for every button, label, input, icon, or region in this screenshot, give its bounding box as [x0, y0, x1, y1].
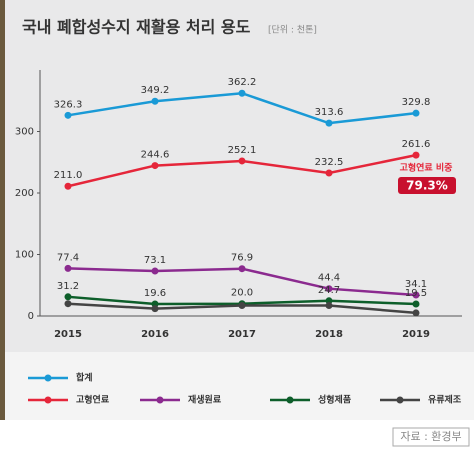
data-label: 24.7 [318, 285, 340, 296]
legend-label: 고형연료 [76, 394, 110, 406]
data-label: 76.9 [231, 253, 253, 264]
data-label: 77.4 [57, 252, 79, 263]
data-label: 20.0 [231, 288, 253, 299]
data-point [413, 152, 420, 159]
y-tick-label: 0 [28, 311, 34, 322]
data-label: 329.8 [402, 97, 431, 108]
x-tick-label: 2016 [141, 329, 169, 340]
legend-panel [5, 352, 474, 420]
data-label: 19.5 [405, 288, 427, 299]
data-label: 19.6 [144, 288, 166, 299]
x-tick-label: 2017 [228, 329, 256, 340]
data-label: 261.6 [402, 139, 431, 150]
data-point [152, 268, 159, 275]
data-point [326, 120, 333, 127]
chart-subtitle: [단위 : 천톤] [268, 25, 317, 36]
data-point [413, 301, 420, 308]
data-point [413, 309, 420, 316]
data-label: 73.1 [144, 255, 166, 266]
data-point [326, 302, 333, 309]
data-label: 211.0 [54, 170, 83, 181]
data-point [413, 110, 420, 117]
data-point [65, 300, 72, 307]
data-label: 349.2 [141, 85, 170, 96]
data-label: 232.5 [315, 157, 344, 168]
data-point [65, 112, 72, 119]
page: 국내 폐합성수지 재활용 처리 용도 [단위 : 천톤] 자료 : 환경부 고형… [0, 0, 474, 454]
x-tick-label: 2015 [54, 329, 82, 340]
edge-strip [0, 0, 5, 420]
data-point [326, 170, 333, 177]
data-point [65, 265, 72, 272]
y-tick-label: 200 [15, 188, 34, 199]
chart-title: 국내 폐합성수지 재활용 처리 용도 [22, 18, 251, 37]
data-point [65, 183, 72, 190]
data-label: 252.1 [228, 145, 257, 156]
x-tick-label: 2019 [402, 329, 430, 340]
data-label: 362.2 [228, 77, 257, 88]
data-point [239, 90, 246, 97]
data-label: 326.3 [54, 99, 83, 110]
legend-marker [45, 397, 52, 404]
legend-label: 재생원료 [188, 394, 222, 406]
legend-label: 유류제조 [428, 394, 462, 406]
legend-label: 성형제품 [318, 394, 351, 406]
annotation: 고형연료 비중 [400, 162, 453, 174]
legend-label: 합계 [76, 372, 93, 384]
legend-marker [45, 375, 52, 382]
x-tick-label: 2018 [315, 329, 343, 340]
data-label: 44.4 [318, 273, 340, 284]
source: 자료 : 환경부 [400, 430, 461, 443]
data-label: 244.6 [141, 150, 170, 161]
y-tick-label: 300 [15, 127, 34, 138]
data-label: 313.6 [315, 107, 344, 118]
legend-marker [397, 397, 404, 404]
legend-marker [157, 397, 164, 404]
annotation: 79.3% [406, 179, 448, 193]
data-point [239, 157, 246, 164]
data-point [239, 265, 246, 272]
data-point [239, 302, 246, 309]
y-tick-label: 100 [15, 250, 34, 261]
legend-marker [287, 397, 294, 404]
data-label: 31.2 [57, 281, 79, 292]
data-point [152, 162, 159, 169]
data-point [152, 98, 159, 105]
chart: 국내 폐합성수지 재활용 처리 용도 [단위 : 천톤] 자료 : 환경부 고형… [0, 0, 474, 450]
data-point [152, 305, 159, 312]
data-point [65, 293, 72, 300]
